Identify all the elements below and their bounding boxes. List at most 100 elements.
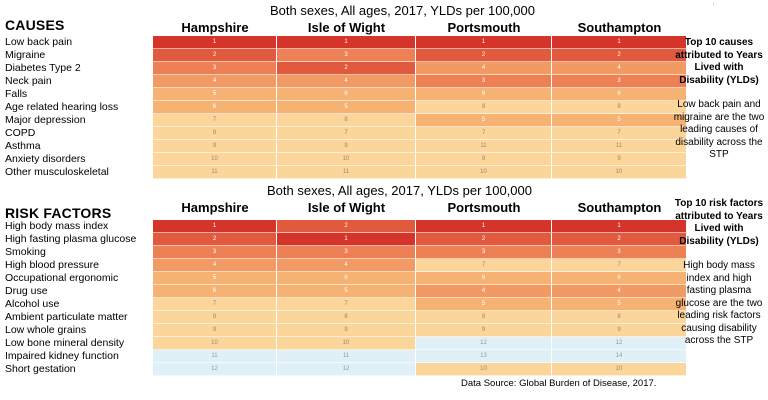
causes-rank-cell: 6 bbox=[153, 101, 277, 114]
risk-rank-cell: 3 bbox=[416, 246, 552, 259]
risk-rank-cell: 12 bbox=[416, 337, 552, 350]
risk-rank-cell: 7 bbox=[552, 259, 687, 272]
risk-col-southampton: Southampton bbox=[577, 200, 662, 215]
causes-rank-cell: 11 bbox=[277, 166, 416, 179]
risk-rank-cell: 12 bbox=[277, 363, 416, 376]
risk-rank-cell: 6 bbox=[277, 272, 416, 285]
causes-row-label: Low back pain bbox=[5, 36, 73, 48]
risk-rank-cell: 8 bbox=[153, 311, 277, 324]
risk-side-note: Top 10 risk factors attributed to Years … bbox=[672, 198, 766, 348]
causes-row-labels: Low back pain Migraine Diabetes Type 2 Neck… bbox=[5, 36, 118, 179]
risk-rank-cell: 5 bbox=[416, 298, 552, 311]
risk-rank-cell: 14 bbox=[552, 350, 687, 363]
causes-row-label: Anxiety disorders bbox=[5, 153, 86, 165]
causes-section-title: CAUSES bbox=[5, 17, 65, 33]
risk-rank-cell: 1 bbox=[277, 233, 416, 246]
causes-rank-cell: 1 bbox=[552, 36, 687, 49]
risk-rank-cell: 9 bbox=[416, 324, 552, 337]
causes-rank-cell: 2 bbox=[552, 49, 687, 62]
risk-rank-cell: 5 bbox=[153, 272, 277, 285]
risk-rank-cell: 7 bbox=[416, 259, 552, 272]
causes-row-label: Age related hearing loss bbox=[5, 101, 119, 113]
risk-rank-cell: 3 bbox=[153, 246, 277, 259]
causes-col-southampton: Southampton bbox=[577, 20, 662, 35]
risk-rank-cell: 10 bbox=[153, 337, 277, 350]
causes-rank-cell: 2 bbox=[153, 49, 277, 62]
risk-rank-cell: 10 bbox=[277, 337, 416, 350]
causes-rank-cell: 5 bbox=[153, 88, 277, 101]
risk-rank-cell: 4 bbox=[416, 285, 552, 298]
causes-side-note: Top 10 causes attributed to Years Lived … bbox=[672, 37, 766, 162]
causes-rank-cell: 7 bbox=[153, 114, 277, 127]
risk-row-label: High body mass index bbox=[5, 220, 109, 232]
causes-rank-cell: 1 bbox=[277, 36, 416, 49]
causes-side-text: Low back pain and migraine are the two l… bbox=[673, 99, 765, 160]
causes-rank-cell: 7 bbox=[416, 127, 552, 140]
causes-chart-title: Both sexes, All ages, 2017, YLDs per 100… bbox=[270, 3, 535, 18]
risk-col-portsmouth: Portsmouth bbox=[447, 200, 521, 215]
risk-row-label: Impaired kidney function bbox=[5, 350, 119, 362]
causes-rank-cell: 1 bbox=[416, 36, 552, 49]
risk-rank-cell: 9 bbox=[153, 324, 277, 337]
risk-rank-cell: 3 bbox=[277, 246, 416, 259]
causes-row-label: Asthma bbox=[5, 140, 41, 152]
causes-rank-cell: 4 bbox=[552, 62, 687, 75]
causes-rank-cell: 2 bbox=[416, 49, 552, 62]
risk-side-text: High body mass index and high fasting pl… bbox=[675, 260, 763, 346]
causes-rank-cell: 3 bbox=[277, 49, 416, 62]
risk-rank-cell: 1 bbox=[153, 220, 277, 233]
causes-rank-cell: 6 bbox=[277, 88, 416, 101]
causes-row-label: Neck pain bbox=[5, 75, 52, 87]
causes-rank-cell: 10 bbox=[416, 166, 552, 179]
causes-rank-cell: 7 bbox=[277, 127, 416, 140]
causes-rank-cell: 9 bbox=[416, 153, 552, 166]
risk-rank-cell: 2 bbox=[153, 233, 277, 246]
causes-rank-cell: 9 bbox=[552, 153, 687, 166]
risk-rank-cell: 4 bbox=[277, 259, 416, 272]
risk-rank-cell: 10 bbox=[552, 363, 687, 376]
risk-heatmap: 1 2 1 1 2 1 2 2 3 3 3 3 4 4 7 7 5 6 6 6 6 5 4 4 7 7 5 5 8 8 8 8 9 9 9 9 10 10… bbox=[153, 220, 687, 376]
causes-row-label: Migraine bbox=[5, 49, 46, 61]
risk-row-label: High fasting plasma glucose bbox=[5, 233, 137, 245]
risk-rank-cell: 12 bbox=[552, 337, 687, 350]
risk-rank-cell: 6 bbox=[416, 272, 552, 285]
risk-side-heading: Top 10 risk factors attributed to Years … bbox=[674, 198, 764, 247]
risk-row-label: Low whole grains bbox=[5, 324, 87, 336]
risk-rank-cell: 7 bbox=[153, 298, 277, 311]
causes-heatmap: 1 1 1 1 2 3 2 2 3 2 4 4 4 4 3 3 5 6 6 6 6 5 8 8 7 8 5 5 8 7 7 7 9 9 11 11 10… bbox=[153, 36, 687, 179]
risk-rank-cell: 2 bbox=[277, 220, 416, 233]
causes-rank-cell: 1 bbox=[153, 36, 277, 49]
causes-rank-cell: 9 bbox=[153, 140, 277, 153]
causes-row-label: Diabetes Type 2 bbox=[5, 62, 81, 74]
risk-rank-cell: 3 bbox=[552, 246, 687, 259]
risk-rank-cell: 2 bbox=[552, 233, 687, 246]
causes-rank-cell: 10 bbox=[277, 153, 416, 166]
data-source-note: Data Source: Global Burden of Disease, 2… bbox=[461, 378, 657, 389]
risk-rank-cell: 2 bbox=[416, 233, 552, 246]
risk-row-label: Alcohol use bbox=[5, 298, 60, 310]
causes-col-isle-of-wight: Isle of Wight bbox=[307, 20, 386, 35]
causes-rank-cell: 10 bbox=[552, 166, 687, 179]
causes-rank-cell: 8 bbox=[277, 114, 416, 127]
causes-rank-cell: 5 bbox=[416, 114, 552, 127]
risk-rank-cell: 13 bbox=[416, 350, 552, 363]
causes-rank-cell: 8 bbox=[416, 101, 552, 114]
causes-rank-cell: 5 bbox=[277, 101, 416, 114]
causes-rank-cell: 4 bbox=[277, 75, 416, 88]
risk-rank-cell: 8 bbox=[416, 311, 552, 324]
risk-rank-cell: 8 bbox=[552, 311, 687, 324]
causes-row-label: Other musculoskeletal bbox=[5, 166, 109, 178]
risk-row-label: Smoking bbox=[5, 246, 46, 258]
causes-col-portsmouth: Portsmouth bbox=[447, 20, 521, 35]
causes-rank-cell: 3 bbox=[416, 75, 552, 88]
risk-row-label: Drug use bbox=[5, 285, 48, 297]
causes-rank-cell: 8 bbox=[153, 127, 277, 140]
risk-rank-cell: 5 bbox=[552, 298, 687, 311]
corner-mark: ⁱ bbox=[713, 3, 715, 10]
risk-rank-cell: 9 bbox=[552, 324, 687, 337]
causes-rank-cell: 4 bbox=[153, 75, 277, 88]
risk-rank-cell: 4 bbox=[552, 285, 687, 298]
risk-rank-cell: 6 bbox=[552, 272, 687, 285]
risk-rank-cell: 11 bbox=[153, 350, 277, 363]
causes-rank-cell: 6 bbox=[416, 88, 552, 101]
